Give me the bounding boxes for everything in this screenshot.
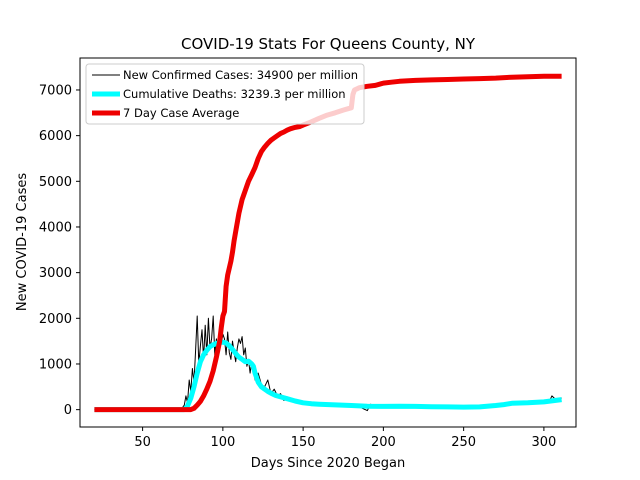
y-axis-label: New COVID-19 Cases [15,173,30,311]
series-line-3 [94,73,562,413]
series-line-1 [94,315,562,412]
y-tick-label: 2000 [39,312,72,327]
legend-label: Cumulative Deaths: 3239.3 per million [123,87,346,101]
y-tick-label: 0 [64,403,72,418]
x-tick-label: 50 [134,435,151,450]
y-tick-label: 4000 [39,220,72,235]
y-tick-label: 3000 [39,266,72,281]
legend-label: 7 Day Case Average [123,106,239,120]
y-tick-label: 5000 [39,175,72,190]
x-tick-label: 200 [371,435,396,450]
x-tick-label: 250 [451,435,476,450]
y-tick-label: 7000 [39,83,72,98]
x-tick-label: 150 [291,435,316,450]
x-tick-label: 300 [531,435,556,450]
x-axis-label: Days Since 2020 Began [251,456,406,471]
series-line-2 [94,339,562,413]
legend-label: New Confirmed Cases: 34900 per million [123,68,358,82]
chart-title: COVID-19 Stats For Queens County, NY [181,35,476,53]
plot-area: 50 100 150 200 250 300 0 1000 2000 3000 4000 5000 6… [39,57,577,450]
legend-box [85,63,365,125]
x-tick-label: 100 [210,435,235,450]
y-tick-label: 1000 [39,357,72,372]
legend: New Confirmed Cases: 34900 per million Cu… [85,63,365,125]
y-tick-label: 6000 [39,129,72,144]
plot-frame [79,57,577,428]
